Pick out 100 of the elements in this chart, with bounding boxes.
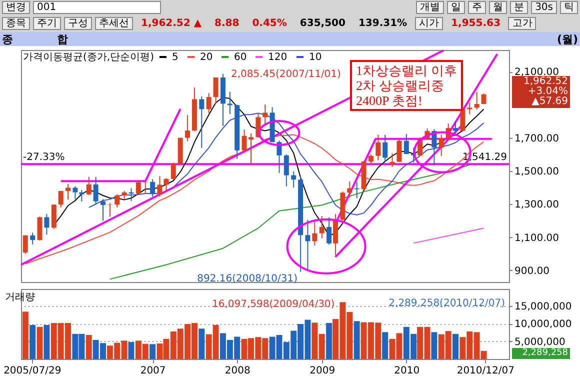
candlestick xyxy=(79,190,84,202)
y-tick-label: 1,700.00 xyxy=(514,133,560,144)
annotation: 1차상승랠리 이후 2차 상승랠리중 2400P 촛점! xyxy=(350,60,463,111)
candlestick xyxy=(312,220,318,246)
text: 139.31% xyxy=(357,18,408,28)
text: 주 xyxy=(468,0,486,14)
annotation: 2,085.45(2007/11/01) xyxy=(230,68,342,80)
bar xyxy=(30,325,36,359)
bar xyxy=(382,332,388,359)
y-tick-label: 15,000,000 xyxy=(514,301,572,312)
x-tick-label: 2008 xyxy=(224,366,250,376)
text: +3.04% xyxy=(526,86,568,98)
text: 개별 xyxy=(416,0,444,14)
candlestick xyxy=(22,234,28,254)
bar xyxy=(326,322,332,359)
text: 종목 xyxy=(2,16,30,30)
text: 시가 xyxy=(415,16,444,30)
candlestick xyxy=(185,114,190,142)
y-tick-label: 10,000,000 xyxy=(514,319,572,330)
candlestick xyxy=(291,170,296,188)
bar xyxy=(452,334,458,359)
x-tick-label: 2009 xyxy=(310,366,336,376)
candlestick xyxy=(93,176,98,205)
text: 0.45% xyxy=(251,18,288,28)
annotation: -27.33% xyxy=(23,152,65,164)
bar xyxy=(431,332,438,359)
candlestick xyxy=(326,216,332,246)
text: 틱 xyxy=(560,0,578,14)
candlestick xyxy=(30,232,36,246)
text: (월) xyxy=(556,32,578,46)
chart-title: 종 합 xyxy=(2,32,68,46)
candlestick xyxy=(376,134,381,161)
candlestick xyxy=(438,134,444,157)
bar xyxy=(86,334,92,359)
text: ▲57.69 xyxy=(530,96,568,108)
text: 1,962.52 ▲ xyxy=(140,18,203,28)
bar xyxy=(198,328,205,359)
bar xyxy=(22,312,28,359)
text: 추세선 xyxy=(95,16,133,30)
candlestick xyxy=(213,77,218,104)
candlestick xyxy=(227,91,232,115)
legend-label: 60 xyxy=(234,52,247,63)
text: 8.88 xyxy=(214,18,240,28)
annotation: 16,097,598(2009/04/30) xyxy=(212,299,335,310)
legend-label: 120 xyxy=(268,52,288,63)
annotation: 2,289,258(2010/12/07) xyxy=(388,298,506,309)
text: 구성 xyxy=(64,16,92,30)
candlestick xyxy=(44,214,50,236)
text: 월 xyxy=(489,0,508,14)
candlestick xyxy=(170,162,176,180)
candlestick xyxy=(136,180,141,195)
text: 001 xyxy=(33,0,161,14)
y-tick-label: 1,300.00 xyxy=(514,200,560,211)
text: 분 xyxy=(510,0,528,14)
text: 1,955.63 xyxy=(450,18,502,28)
bar xyxy=(128,342,134,359)
text: 주기 xyxy=(33,16,61,30)
bar xyxy=(354,321,360,359)
text: 고가 xyxy=(508,16,536,30)
bar xyxy=(44,325,50,359)
candlestick xyxy=(474,91,480,110)
x-tick-label: 2010 xyxy=(394,366,420,376)
legend-label: 20 xyxy=(200,52,213,63)
candlestick xyxy=(404,134,409,155)
text: 2,289,258 xyxy=(514,348,568,358)
candlestick xyxy=(368,154,374,166)
text: 1,962.52 xyxy=(522,76,568,88)
candlestick xyxy=(150,178,156,198)
candlestick xyxy=(453,120,458,134)
legend-title: 가격이동평균(종가,단순이평) xyxy=(23,52,154,63)
legend-label: 10 xyxy=(309,52,322,63)
bar xyxy=(150,344,156,359)
candlestick xyxy=(100,198,106,222)
y-tick-label: 1,100.00 xyxy=(514,232,560,244)
candlestick xyxy=(262,104,268,126)
bar xyxy=(36,326,43,359)
candlestick xyxy=(382,134,388,162)
candlestick xyxy=(206,92,212,114)
x-tick-label: 2007 xyxy=(140,366,166,376)
text: 일 xyxy=(447,0,466,14)
candlestick xyxy=(164,178,169,192)
candlestick xyxy=(58,190,64,208)
candlestick xyxy=(396,138,402,162)
candlestick xyxy=(114,194,120,208)
candlestick xyxy=(284,154,289,187)
candlestick xyxy=(72,186,78,200)
candlestick xyxy=(390,152,395,168)
text: 635,500 xyxy=(298,18,346,28)
candlestick xyxy=(51,204,56,230)
y-tick-label: 900.00 xyxy=(514,266,550,277)
text: 변경 xyxy=(2,0,30,14)
candlestick xyxy=(86,176,92,196)
candlestick xyxy=(467,102,472,115)
y-tick-label: 5,000,000 xyxy=(514,336,566,348)
y-tick-label: 1,500.00 xyxy=(514,166,560,178)
text: 30s xyxy=(531,0,557,14)
annotation: 892.16(2008/10/31) xyxy=(197,274,298,285)
chart-title: 거래량 xyxy=(5,292,36,303)
candlestick xyxy=(107,202,112,218)
candlestick xyxy=(347,180,352,198)
